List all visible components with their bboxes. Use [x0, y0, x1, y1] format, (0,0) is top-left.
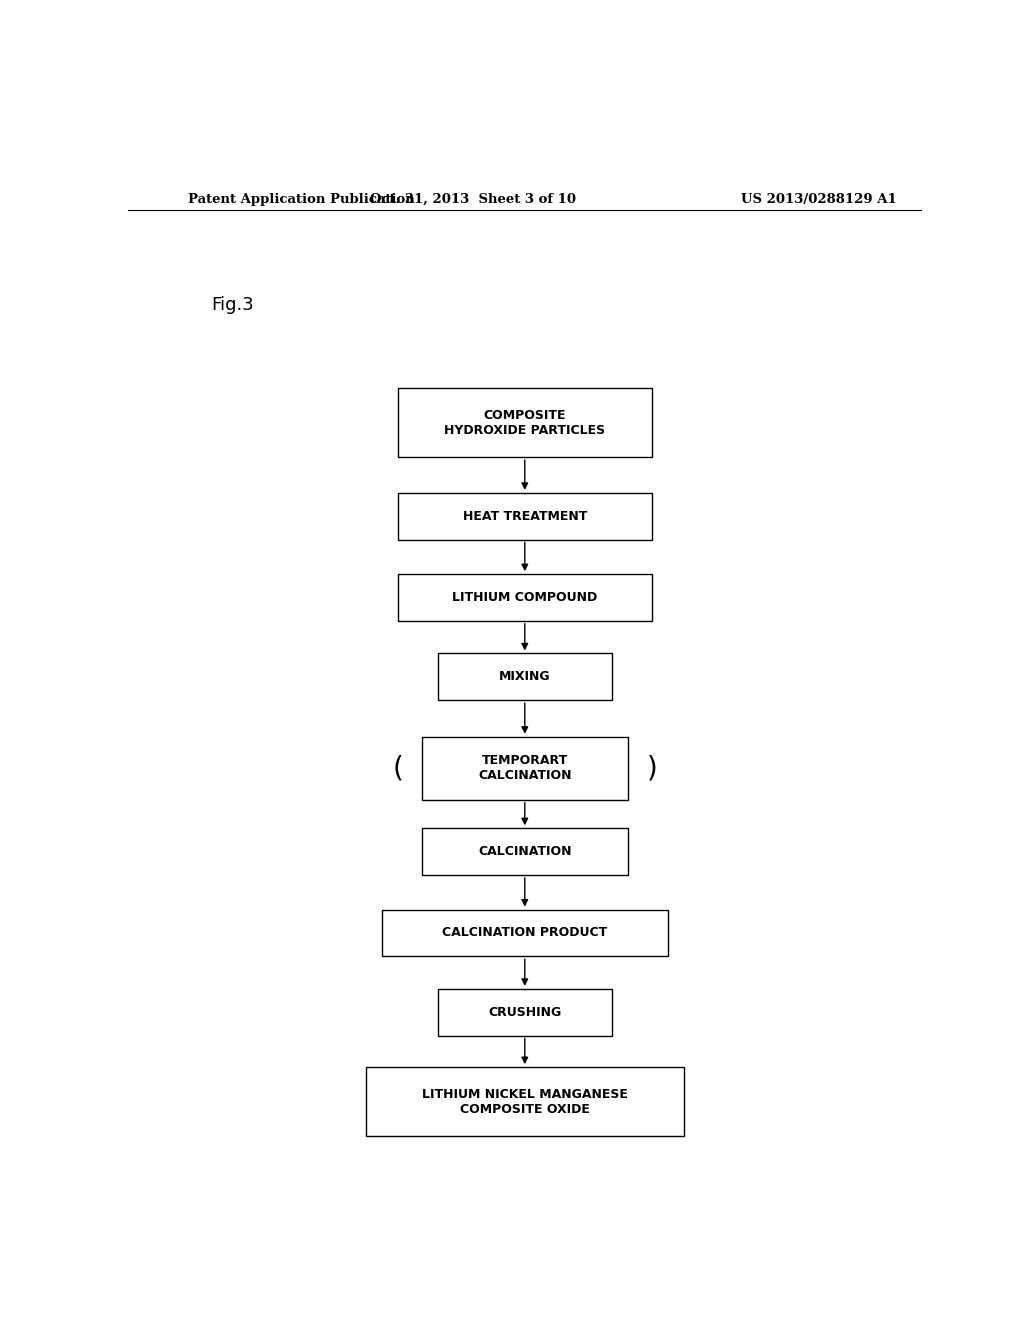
Text: LITHIUM NICKEL MANGANESE
COMPOSITE OXIDE: LITHIUM NICKEL MANGANESE COMPOSITE OXIDE: [422, 1088, 628, 1115]
Bar: [367, 1067, 684, 1137]
Text: HEAT TREATMENT: HEAT TREATMENT: [463, 510, 587, 523]
Text: LITHIUM COMPOUND: LITHIUM COMPOUND: [453, 591, 597, 605]
Bar: [422, 828, 628, 875]
Text: CRUSHING: CRUSHING: [488, 1006, 561, 1019]
Text: (: (: [392, 754, 403, 783]
Bar: [437, 989, 612, 1036]
Text: CALCINATION PRODUCT: CALCINATION PRODUCT: [442, 927, 607, 940]
Text: Oct. 31, 2013  Sheet 3 of 10: Oct. 31, 2013 Sheet 3 of 10: [371, 193, 577, 206]
Text: Fig.3: Fig.3: [211, 296, 254, 314]
Bar: [397, 574, 651, 620]
Text: TEMPORART
CALCINATION: TEMPORART CALCINATION: [478, 754, 571, 783]
Bar: [422, 737, 628, 800]
Bar: [397, 388, 651, 457]
Bar: [397, 492, 651, 540]
Text: MIXING: MIXING: [499, 671, 551, 684]
Text: ): ): [646, 754, 657, 783]
Text: US 2013/0288129 A1: US 2013/0288129 A1: [740, 193, 896, 206]
Text: CALCINATION: CALCINATION: [478, 845, 571, 858]
Bar: [437, 653, 612, 700]
Text: Patent Application Publication: Patent Application Publication: [187, 193, 415, 206]
Text: COMPOSITE
HYDROXIDE PARTICLES: COMPOSITE HYDROXIDE PARTICLES: [444, 409, 605, 437]
Bar: [382, 909, 668, 956]
